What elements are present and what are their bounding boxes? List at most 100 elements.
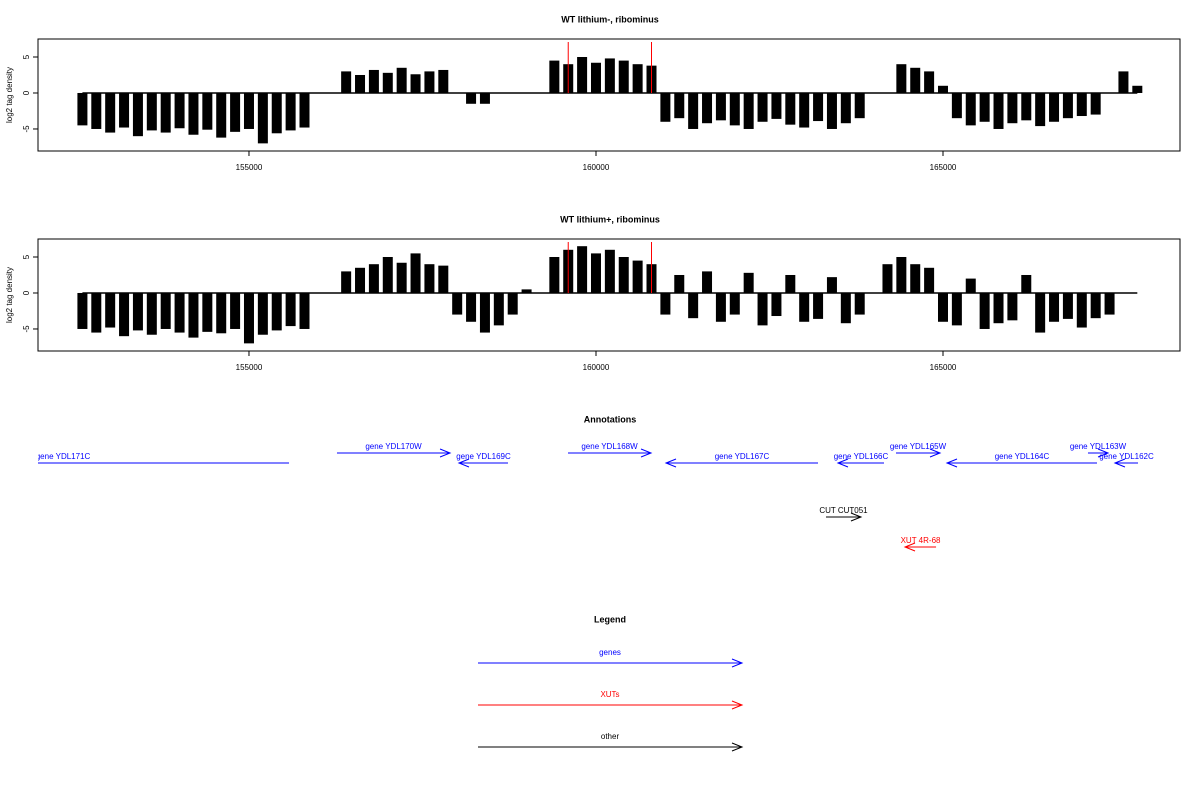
feature-label: gene YDL164C [995,452,1050,461]
density-bar [979,92,990,122]
density-bar [993,292,1004,324]
density-bar [660,292,671,315]
density-bar [105,92,116,133]
density-bar [368,264,379,293]
density-bar [146,92,157,131]
density-bar [910,264,921,293]
density-bar [1007,292,1018,321]
x-tick-label: 165000 [930,163,957,172]
annotations-title: Annotations [584,414,637,424]
density-bar [355,74,366,93]
density-bar [257,92,268,144]
x-tick-label: 160000 [583,363,610,372]
density-bar [965,92,976,126]
density-bar [590,253,601,293]
density-bar [896,256,907,293]
density-bar [382,72,393,93]
legend-arrow-head [731,658,744,668]
feature-label: CUT CUT051 [819,506,868,515]
x-tick-label: 160000 [583,163,610,172]
density-bar [202,292,213,332]
density-bar [924,267,935,293]
feature-label: gene YDL167C [715,452,770,461]
density-bar [1007,92,1018,124]
density-bar [618,60,629,93]
density-bar [1132,85,1143,93]
x-tick-label: 155000 [236,363,263,372]
feature-arrow-head [1113,458,1126,468]
density-bar [757,92,768,122]
y-axis-label: log2 tag density [5,67,14,123]
density-bar [840,292,851,324]
feature-label: XUT 4R-68 [901,536,941,545]
density-bar [743,272,754,293]
y-tick-label: 0 [22,90,31,95]
density-bar [466,292,477,322]
density-bar [632,260,643,293]
density-bar [1062,92,1073,119]
density-bar [493,292,504,326]
y-tick-label: 5 [22,54,31,59]
density-bar [924,71,935,93]
density-bar [438,69,449,93]
density-bar [979,292,990,329]
density-bar [299,92,310,128]
density-bar [757,292,768,326]
feature-label: gene YDL169C [456,452,511,461]
density-bar [452,292,463,315]
density-bar [396,262,407,293]
chart-title: WT lithium+, ribominus [560,214,660,224]
density-bar [813,92,824,122]
y-tick-label: 0 [22,290,31,295]
density-bar [813,292,824,319]
density-bar [618,256,629,293]
density-bar [951,92,962,119]
density-bar [91,292,102,333]
density-bar [1076,92,1087,117]
density-bar [424,264,435,293]
feature-arrow-head [1097,448,1110,458]
density-bar [243,92,254,129]
density-bar [715,92,726,121]
density-bar [1090,92,1101,115]
density-bar [105,292,116,328]
density-bar [119,292,130,337]
density-bar [1104,292,1115,315]
density-bar [826,92,837,129]
density-bar [729,292,740,315]
density-bar [674,274,685,293]
density-bar [937,292,948,322]
density-bar [341,271,352,293]
density-bar [854,292,865,315]
density-bar [285,292,296,327]
density-bar [965,278,976,293]
density-bar [396,67,407,93]
density-bar [1076,292,1087,328]
density-bar [410,74,421,93]
density-bar [230,292,241,329]
density-bar [674,92,685,119]
density-bar [174,292,185,333]
density-bar [702,271,713,293]
y-axis-label: log2 tag density [5,267,14,323]
density-bar [132,292,143,331]
x-tick-label: 165000 [930,363,957,372]
density-bar [577,246,588,293]
density-bar [507,292,518,315]
density-bar [521,289,532,293]
density-bar [785,92,796,125]
density-bar [174,92,185,129]
density-bar [132,92,143,137]
density-bar [799,92,810,128]
density-bar [1049,92,1060,122]
density-bar [937,85,948,93]
density-bar [743,92,754,129]
density-bar [1035,292,1046,333]
feature-arrow-head [836,458,849,468]
plot-frame [37,238,1181,352]
density-bar [382,256,393,293]
density-bar [1118,71,1129,93]
density-bar [702,92,713,124]
y-tick-label: 5 [22,254,31,259]
